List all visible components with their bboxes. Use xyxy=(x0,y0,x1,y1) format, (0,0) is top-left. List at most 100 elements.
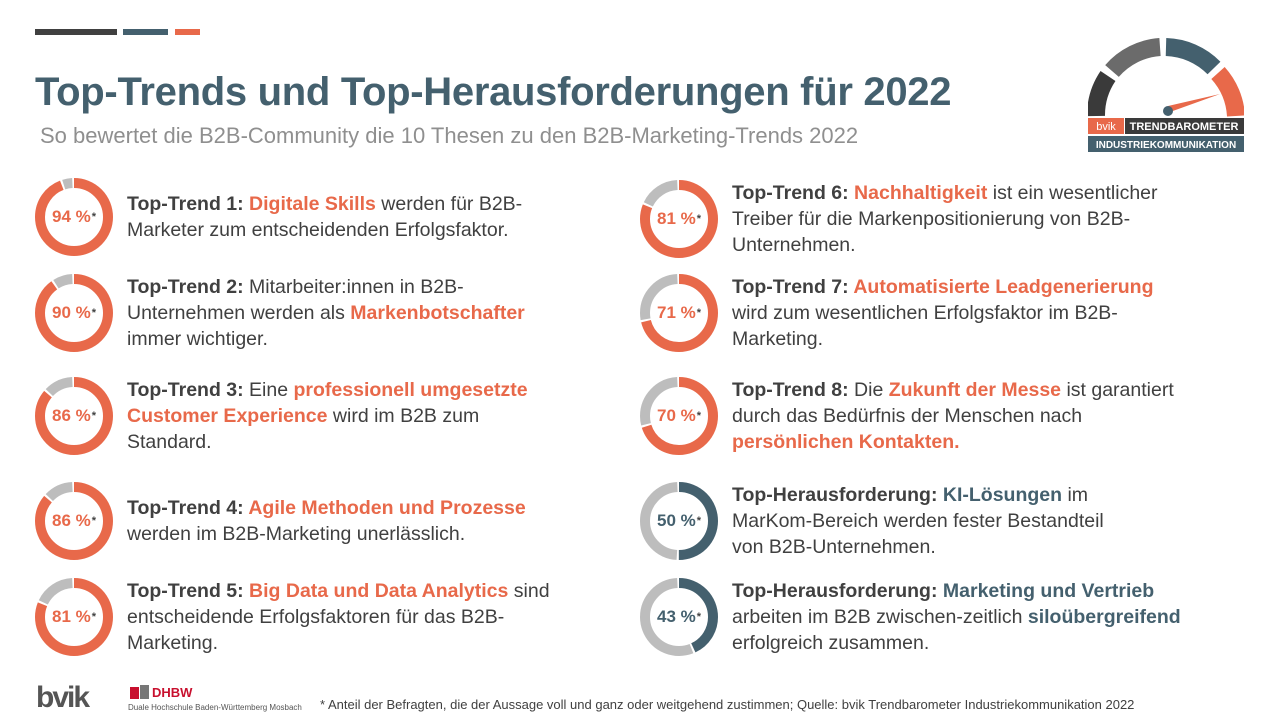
trend-item: 86 % * Top-Trend 3: Eine professionell umg… xyxy=(35,377,528,455)
donut-remainder xyxy=(640,482,718,560)
body-text: werden im B2B-Marketing unerlässlich. xyxy=(127,523,466,545)
donut-remainder xyxy=(640,578,718,656)
svg-text:bvik: bvik xyxy=(1096,121,1116,133)
donut-chart: 70 % * xyxy=(640,377,718,455)
asterisk: * xyxy=(91,211,97,223)
trend-label: Top-Trend 3: xyxy=(127,379,250,401)
asterisk: * xyxy=(696,611,702,623)
text-line: von B2B-Unternehmen. xyxy=(732,534,1104,560)
svg-text:INDUSTRIEKOMMUNIKATION: INDUSTRIEKOMMUNIKATION xyxy=(1096,140,1236,151)
donut-chart: 43 % * xyxy=(640,578,718,656)
trend-text: Top-Trend 2: Mitarbeiter:innen in B2B- Un… xyxy=(127,274,525,352)
text-line: erfolgreich zusammen. xyxy=(732,630,1181,656)
highlight-text: Agile Methoden und Prozesse xyxy=(248,497,526,519)
donut-value xyxy=(35,377,113,455)
trend-text: Top-Trend 6: Nachhaltigkeit ist ein wese… xyxy=(732,180,1158,258)
trend-item: 86 % * Top-Trend 4: Agile Methoden und Pro… xyxy=(35,482,526,560)
highlight-text: professionell umgesetzte xyxy=(293,379,528,401)
text-line: Marketing. xyxy=(732,326,1153,352)
text-line: Top-Herausforderung: KI-Lösungen im xyxy=(732,482,1104,508)
asterisk: * xyxy=(696,410,702,422)
donut-chart: 71 % * xyxy=(640,274,718,352)
body-text: sind xyxy=(508,580,550,602)
body-text: ist ein wesentlicher xyxy=(987,182,1158,204)
asterisk: * xyxy=(696,213,702,225)
donut-remainder xyxy=(640,274,718,352)
donut-value xyxy=(640,377,718,455)
text-line: Top-Trend 7: Automatisierte Leadgenerier… xyxy=(732,274,1153,300)
trend-text: Top-Trend 4: Agile Methoden und Prozesse… xyxy=(127,495,526,547)
text-line: Unternehmen werden als Markenbotschafter xyxy=(127,300,525,326)
text-line: Top-Trend 4: Agile Methoden und Prozesse xyxy=(127,495,526,521)
trend-label: Top-Trend 2: xyxy=(127,276,250,298)
text-line: immer wichtiger. xyxy=(127,326,525,352)
body-text: Treiber für die Markenpositionierung von… xyxy=(732,208,1131,230)
percent-value: 81 % xyxy=(51,607,91,626)
trend-item: 90 % * Top-Trend 2: Mitarbeiter:innen in B… xyxy=(35,274,525,352)
dhbw-logo: DHBW xyxy=(130,685,193,700)
text-line: durch das Bedürfnis der Menschen nach xyxy=(732,403,1174,429)
asterisk: * xyxy=(696,307,702,319)
trend-item: 43 % * Top-Herausforderung: Marketing und … xyxy=(640,578,1181,656)
text-line: wird zum wesentlichen Erfolgsfaktor im B… xyxy=(732,300,1153,326)
page-subtitle: So bewertet die B2B-Community die 10 The… xyxy=(40,123,859,148)
highlight-text: Customer Experience xyxy=(127,405,328,427)
percent-value: 70 % xyxy=(656,406,696,425)
donut-remainder xyxy=(640,377,718,455)
asterisk: * xyxy=(696,515,702,527)
svg-text:bvik: bvik xyxy=(36,683,90,711)
body-text: arbeiten im B2B zwischen-zeitlich xyxy=(732,606,1028,628)
body-text: wird zum wesentlichen Erfolgsfaktor im B… xyxy=(732,302,1118,324)
text-line: Top-Trend 1: Digitale Skills werden für … xyxy=(127,191,522,217)
body-text: im xyxy=(1062,484,1089,506)
highlight-text: Digitale Skills xyxy=(249,193,376,215)
body-text: Mitarbeiter:innen in B2B- xyxy=(249,276,464,298)
asterisk: * xyxy=(91,410,97,422)
text-line: Top-Herausforderung: Marketing und Vertr… xyxy=(732,578,1181,604)
text-line: persönlichen Kontakten. xyxy=(732,429,1174,455)
trend-item: 94 % * Top-Trend 1: Digitale Skills werden… xyxy=(35,178,522,256)
percent-value: 81 % xyxy=(656,209,696,228)
body-text: immer wichtiger. xyxy=(127,328,268,350)
donut-value xyxy=(640,180,718,258)
body-text: Marketer zum entscheidenden Erfolgsfakto… xyxy=(127,219,509,241)
body-text: werden für B2B- xyxy=(375,193,523,215)
text-line: arbeiten im B2B zwischen-zeitlich siloüb… xyxy=(732,604,1181,630)
highlight-text: siloübergreifend xyxy=(1027,606,1181,628)
body-text: Die xyxy=(854,379,889,401)
text-line: Standard. xyxy=(127,429,528,455)
body-text: Marketing. xyxy=(732,328,824,350)
text-line: werden im B2B-Marketing unerlässlich. xyxy=(127,521,526,547)
trend-item: 50 % * Top-Herausforderung: KI-Lösungen im… xyxy=(640,482,1104,560)
text-line: entscheidende Erfolgsfaktoren für das B2… xyxy=(127,604,550,630)
trend-text: Top-Trend 3: Eine professionell umgesetz… xyxy=(127,377,528,455)
trend-label: Top-Trend 6: xyxy=(732,182,855,204)
body-text: Eine xyxy=(249,379,294,401)
text-line: Top-Trend 3: Eine professionell umgesetz… xyxy=(127,377,528,403)
text-line: Top-Trend 6: Nachhaltigkeit ist ein wese… xyxy=(732,180,1158,206)
trend-text: Top-Trend 8: Die Zukunft der Messe ist g… xyxy=(732,377,1174,455)
donut-chart: 81 % * xyxy=(640,180,718,258)
donut-chart: 90 % * xyxy=(35,274,113,352)
text-line: Treiber für die Markenpositionierung von… xyxy=(732,206,1158,232)
highlight-text: KI-Lösungen xyxy=(942,484,1063,506)
donut-value xyxy=(640,274,718,352)
highlight-text: Marketing und Vertrieb xyxy=(942,580,1155,602)
trend-label: Top-Trend 5: xyxy=(127,580,250,602)
donut-value xyxy=(640,578,718,656)
highlight-text: Nachhaltigkeit xyxy=(854,182,988,204)
percent-value: 86 % xyxy=(51,406,91,425)
trend-text: Top-Trend 1: Digitale Skills werden für … xyxy=(127,191,522,243)
trend-label: Top-Herausforderung: xyxy=(732,580,943,602)
trend-text: Top-Herausforderung: Marketing und Vertr… xyxy=(732,578,1181,656)
donut-chart: 86 % * xyxy=(35,377,113,455)
highlight-text: Markenbotschafter xyxy=(350,302,525,324)
trend-item: 81 % * Top-Trend 5: Big Data und Data Anal… xyxy=(35,578,550,656)
donut-value xyxy=(35,578,113,656)
text-line: Top-Trend 8: Die Zukunft der Messe ist g… xyxy=(732,377,1174,403)
accent-bar-dark xyxy=(35,29,117,35)
percent-value: 94 % xyxy=(51,207,91,226)
trend-item: 70 % * Top-Trend 8: Die Zukunft der Messe … xyxy=(640,377,1174,455)
trend-item: 81 % * Top-Trend 6: Nachhaltigkeit ist ein… xyxy=(640,180,1158,258)
body-text: erfolgreich zusammen. xyxy=(732,632,930,654)
